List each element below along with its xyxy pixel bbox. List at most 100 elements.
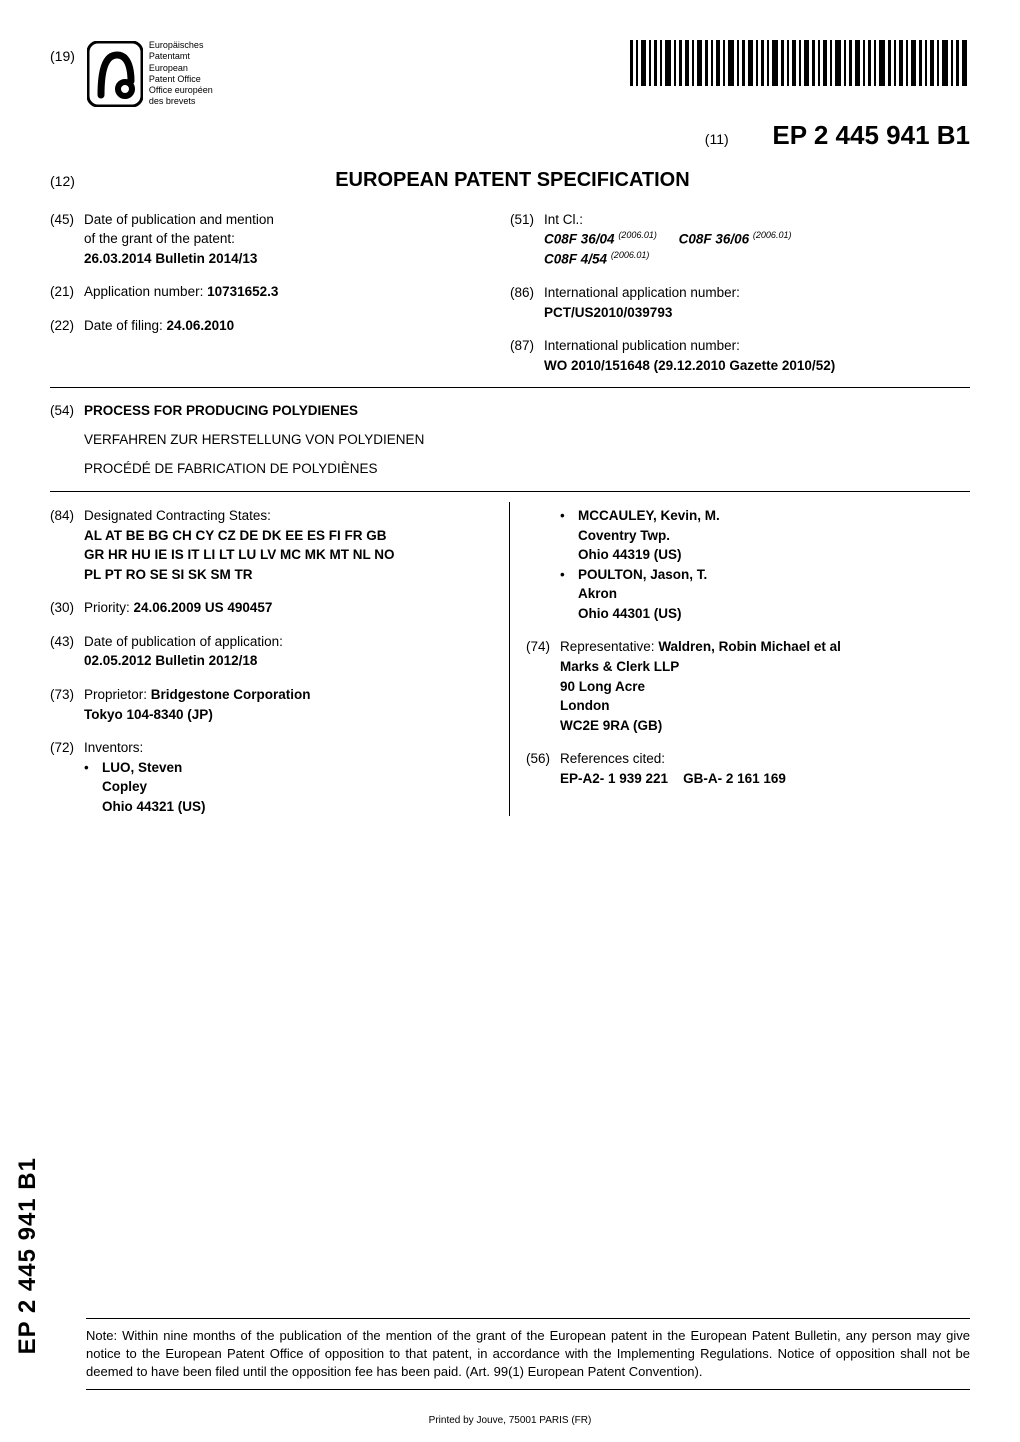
pub-app-item: (43) Date of publication of application:…	[50, 632, 493, 671]
proprietor-label: Proprietor:	[84, 687, 151, 702]
titles-block: (54) PROCESS FOR PRODUCING POLYDIENES VE…	[50, 402, 970, 492]
epo-logo-icon	[87, 41, 143, 107]
inventor-line: Coventry Twp.	[578, 526, 970, 546]
inventors-cont-body: • MCCAULEY, Kevin, M. Coventry Twp. Ohio…	[560, 506, 970, 623]
app-number-item: (21) Application number: 10731652.3	[50, 282, 494, 302]
opposition-note: Note: Within nine months of the publicat…	[86, 1318, 970, 1390]
inid-73: (73)	[50, 685, 84, 724]
inid-43: (43)	[50, 632, 84, 671]
office-names: Europäisches Patentamt European Patent O…	[149, 40, 213, 108]
inventors-item: (72) Inventors: • LUO, Steven Copley Ohi…	[50, 738, 493, 816]
priority-body: Priority: 24.06.2009 US 490457	[84, 598, 493, 618]
inventor-body: POULTON, Jason, T. Akron Ohio 44301 (US)	[578, 565, 970, 624]
inventor-line: Copley	[102, 777, 493, 797]
pub-app-value: 02.05.2012 Bulletin 2012/18	[84, 651, 493, 671]
proprietor-item: (73) Proprietor: Bridgestone Corporation…	[50, 685, 493, 724]
ipc-code: C08F 36/04	[544, 232, 615, 247]
inventor-body: MCCAULEY, Kevin, M. Coventry Twp. Ohio 4…	[578, 506, 970, 565]
references-item: (56) References cited: EP-A2- 1 939 221 …	[526, 749, 970, 788]
grant-date-item: (45) Date of publication and mention of …	[50, 210, 494, 269]
references-label: References cited:	[560, 749, 970, 769]
title-en: PROCESS FOR PRODUCING POLYDIENES	[84, 402, 358, 421]
title-spacer	[50, 431, 84, 450]
inventor-line: Ohio 44321 (US)	[102, 797, 493, 817]
inventor-line: Ohio 44319 (US)	[578, 545, 970, 565]
inid-72: (72)	[50, 738, 84, 816]
references-list: EP-A2- 1 939 221 GB-A- 2 161 169	[560, 769, 970, 789]
inventor-line: Ohio 44301 (US)	[578, 604, 970, 624]
inventors-label: Inventors:	[84, 738, 493, 758]
designated-states-line: GR HR HU IE IS IT LI LT LU LV MC MK MT N…	[84, 545, 493, 565]
office-line: Patentamt	[149, 51, 213, 62]
designated-states-body: Designated Contracting States: AL AT BE …	[84, 506, 493, 584]
title-spacer	[50, 460, 84, 479]
office-line: Patent Office	[149, 74, 213, 85]
inid-56: (56)	[526, 749, 560, 788]
reference-entry: GB-A- 2 161 169	[683, 771, 786, 786]
barcode	[630, 40, 970, 89]
inventor-body: LUO, Steven Copley Ohio 44321 (US)	[102, 758, 493, 817]
designated-states-line: AL AT BE BG CH CY CZ DE DK EE ES FI FR G…	[84, 526, 493, 546]
intl-pub-body: International publication number: WO 201…	[544, 336, 954, 375]
ipc-entry: C08F 36/04 (2006.01)	[544, 229, 657, 249]
inventors-cont-item: • MCCAULEY, Kevin, M. Coventry Twp. Ohio…	[526, 506, 970, 623]
inid-21: (21)	[50, 282, 84, 302]
filing-date-value: 24.06.2010	[167, 318, 235, 333]
ipc-code: C08F 4/54	[544, 252, 607, 267]
bullet-icon: •	[560, 565, 578, 624]
office-line: European	[149, 63, 213, 74]
inventor-entry: • POULTON, Jason, T. Akron Ohio 44301 (U…	[560, 565, 970, 624]
representative-name: Waldren, Robin Michael et al	[658, 639, 841, 654]
ipc-entry: C08F 36/06 (2006.01)	[679, 229, 792, 249]
representative-line: 90 Long Acre	[560, 677, 970, 697]
inid-11: (11)	[705, 131, 729, 147]
designated-states-item: (84) Designated Contracting States: AL A…	[50, 506, 493, 584]
title-de-row: VERFAHREN ZUR HERSTELLUNG VON POLYDIENEN	[50, 431, 970, 450]
intl-pub-label: International publication number:	[544, 336, 954, 356]
spec-title-row: (12) EUROPEAN PATENT SPECIFICATION	[50, 169, 970, 192]
inid-19: (19)	[50, 48, 75, 64]
ipc-version: (2006.01)	[618, 230, 657, 240]
spine-publication-number: EP 2 445 941 B1	[14, 1157, 42, 1354]
app-number-body: Application number: 10731652.3	[84, 282, 494, 302]
barcode-icon	[630, 40, 970, 86]
reference-entry: EP-A2- 1 939 221	[560, 771, 668, 786]
office-line: Office européen	[149, 85, 213, 96]
pub-app-label: Date of publication of application:	[84, 632, 493, 652]
ipc-entry: C08F 4/54 (2006.01)	[544, 249, 649, 269]
office-line: Europäisches	[149, 40, 213, 51]
ipc-list: C08F 36/04 (2006.01) C08F 36/06 (2006.01…	[544, 229, 954, 269]
biblio-bottom-left: (84) Designated Contracting States: AL A…	[50, 502, 510, 816]
pub-app-body: Date of publication of application: 02.0…	[84, 632, 493, 671]
intl-pub-value: WO 2010/151648 (29.12.2010 Gazette 2010/…	[544, 356, 954, 376]
inid-54: (54)	[50, 402, 84, 421]
representative-label: Representative:	[560, 639, 658, 654]
inid-74: (74)	[526, 637, 560, 735]
filing-date-label: Date of filing:	[84, 318, 167, 333]
biblio-top-right: (51) Int Cl.: C08F 36/04 (2006.01) C08F …	[510, 210, 970, 376]
ipc-version: (2006.01)	[753, 230, 792, 240]
title-en-row: (54) PROCESS FOR PRODUCING POLYDIENES	[50, 402, 970, 421]
epo-logo-block: Europäisches Patentamt European Patent O…	[87, 40, 213, 108]
grant-date-line: Date of publication and mention	[84, 210, 494, 230]
proprietor-body: Proprietor: Bridgestone Corporation Toky…	[84, 685, 493, 724]
proprietor-address: Tokyo 104-8340 (JP)	[84, 705, 493, 725]
intl-app-label: International application number:	[544, 283, 954, 303]
bullet-icon: •	[84, 758, 102, 817]
priority-value: 24.06.2009 US 490457	[134, 600, 273, 615]
inid-spacer	[526, 506, 560, 623]
filing-date-body: Date of filing: 24.06.2010	[84, 316, 494, 336]
publication-number: EP 2 445 941 B1	[772, 120, 970, 150]
inid-84: (84)	[50, 506, 84, 584]
references-body: References cited: EP-A2- 1 939 221 GB-A-…	[560, 749, 970, 788]
proprietor-name: Bridgestone Corporation	[151, 687, 311, 702]
inventors-body: Inventors: • LUO, Steven Copley Ohio 443…	[84, 738, 493, 816]
designated-states-label: Designated Contracting States:	[84, 506, 493, 526]
inventor-line: Akron	[578, 584, 970, 604]
grant-date-line: of the grant of the patent:	[84, 229, 494, 249]
inid-30: (30)	[50, 598, 84, 618]
intcl-label: Int Cl.:	[544, 210, 954, 230]
title-fr: PROCÉDÉ DE FABRICATION DE POLYDIÈNES	[84, 460, 378, 479]
representative-line: WC2E 9RA (GB)	[560, 716, 970, 736]
biblio-top: (45) Date of publication and mention of …	[50, 210, 970, 389]
